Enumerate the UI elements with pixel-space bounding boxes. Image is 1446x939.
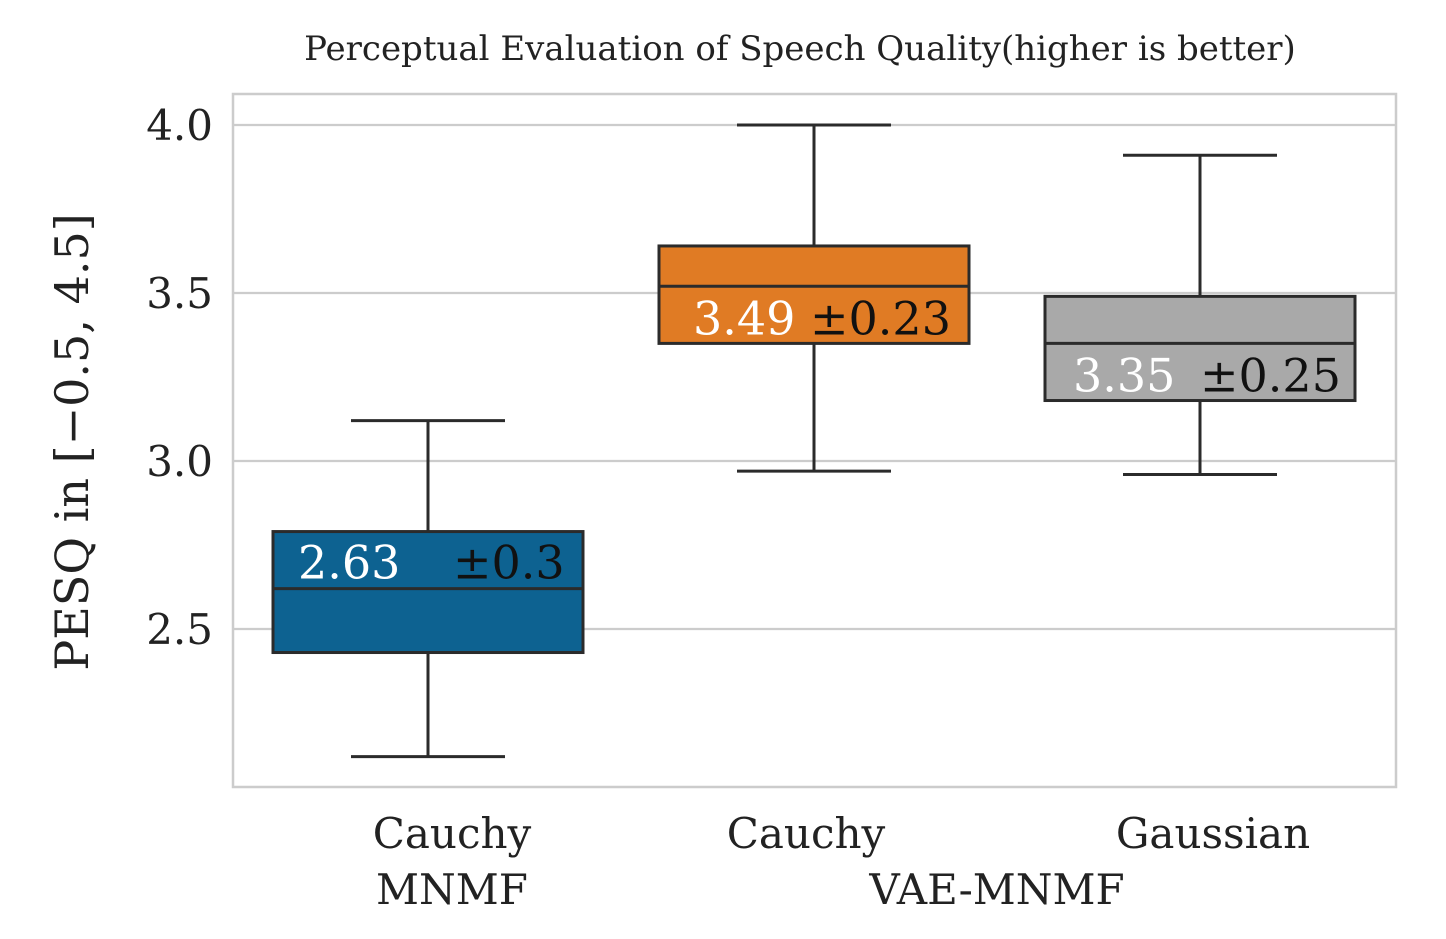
- y-tick-label: 3.5: [146, 269, 213, 318]
- box-iqr: [657, 244, 971, 345]
- box-1: 3.49 ±0.23: [657, 123, 971, 473]
- annotation-std: ±0.23: [810, 291, 951, 345]
- annotation-mean: 3.49: [693, 291, 795, 345]
- y-axis-label: PESQ in [−0.5, 4.5]: [45, 213, 99, 670]
- chart-title: Perceptual Evaluation of Speech Quality(…: [304, 29, 1296, 69]
- x-tick-label: Cauchy: [373, 809, 532, 858]
- x-tick-label: Cauchy: [727, 809, 886, 858]
- y-tick-label: 4.0: [146, 101, 213, 150]
- plot-frame: [231, 92, 1398, 789]
- box-2: 3.35 ±0.25: [1043, 153, 1357, 476]
- x-ticks: Cauchy Cauchy Gaussian MNMF VAE-MNMF: [373, 809, 1310, 914]
- box-iqr: [1043, 294, 1357, 403]
- x-group-label: VAE-MNMF: [868, 865, 1124, 914]
- box-0: 2.63 ±0.3: [271, 419, 585, 759]
- annotation-mean: 2.63: [298, 536, 400, 590]
- y-tick-label: 2.5: [146, 605, 213, 654]
- annotation-mean: 3.35: [1073, 348, 1175, 402]
- annotation-std: ±0.25: [1200, 348, 1341, 402]
- annotation-std: ±0.3: [453, 536, 565, 590]
- boxes-layer: 2.63 ±0.3 3.49 ±0.23 3.35 ±0.25: [271, 123, 1357, 759]
- x-group-label: MNMF: [376, 865, 528, 914]
- y-ticks: 2.5 3.0 3.5 4.0: [146, 101, 213, 654]
- x-tick-label: Gaussian: [1116, 809, 1310, 858]
- box-iqr: [271, 530, 585, 655]
- y-tick-label: 3.0: [146, 437, 213, 486]
